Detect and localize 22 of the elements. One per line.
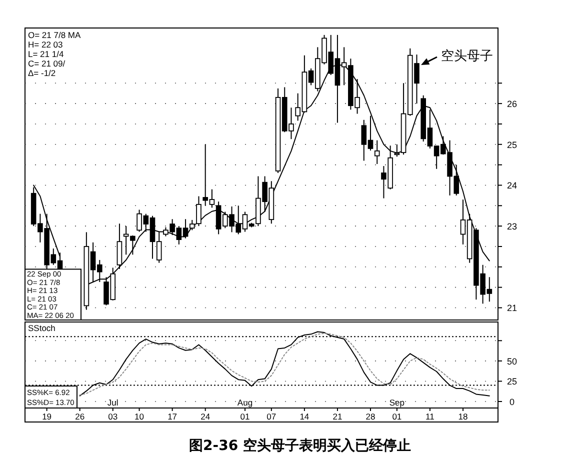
annotation: 空头母子 xyxy=(441,49,493,64)
x-tick-label: 24 xyxy=(200,412,210,422)
x-tick-label: 14 xyxy=(300,412,310,422)
annotation: C= 21 09/ xyxy=(28,58,66,68)
x-tick-label: Aug 01 xyxy=(237,398,253,422)
x-tick-label: 07 xyxy=(266,412,276,422)
x-tick-label: 26 xyxy=(75,412,85,422)
text: 图2-36 空头母子表明买入已经停止 xyxy=(189,437,411,454)
annotation: H= 22 03 xyxy=(28,40,64,50)
x-tick-label: 19 xyxy=(42,412,52,422)
x-tick-label: 21 xyxy=(332,412,342,422)
x-tick-label: 17 xyxy=(168,412,178,422)
x-tick-label: 28 xyxy=(366,412,376,422)
x-tick-label: Sep 01 xyxy=(389,398,405,422)
annotation: L= 21 1/4 xyxy=(28,49,64,59)
x-tick-label: 10 xyxy=(134,412,144,422)
chart-title: SStoch xyxy=(28,323,56,333)
x-tick-label: 11 xyxy=(426,412,435,422)
x-tick-label: 18 xyxy=(458,412,468,422)
x-tick-label: Jul 03 xyxy=(107,398,118,422)
annotation: Δ= -1/2 xyxy=(28,68,56,78)
annotation: O= 21 7/8 MA xyxy=(28,30,82,40)
